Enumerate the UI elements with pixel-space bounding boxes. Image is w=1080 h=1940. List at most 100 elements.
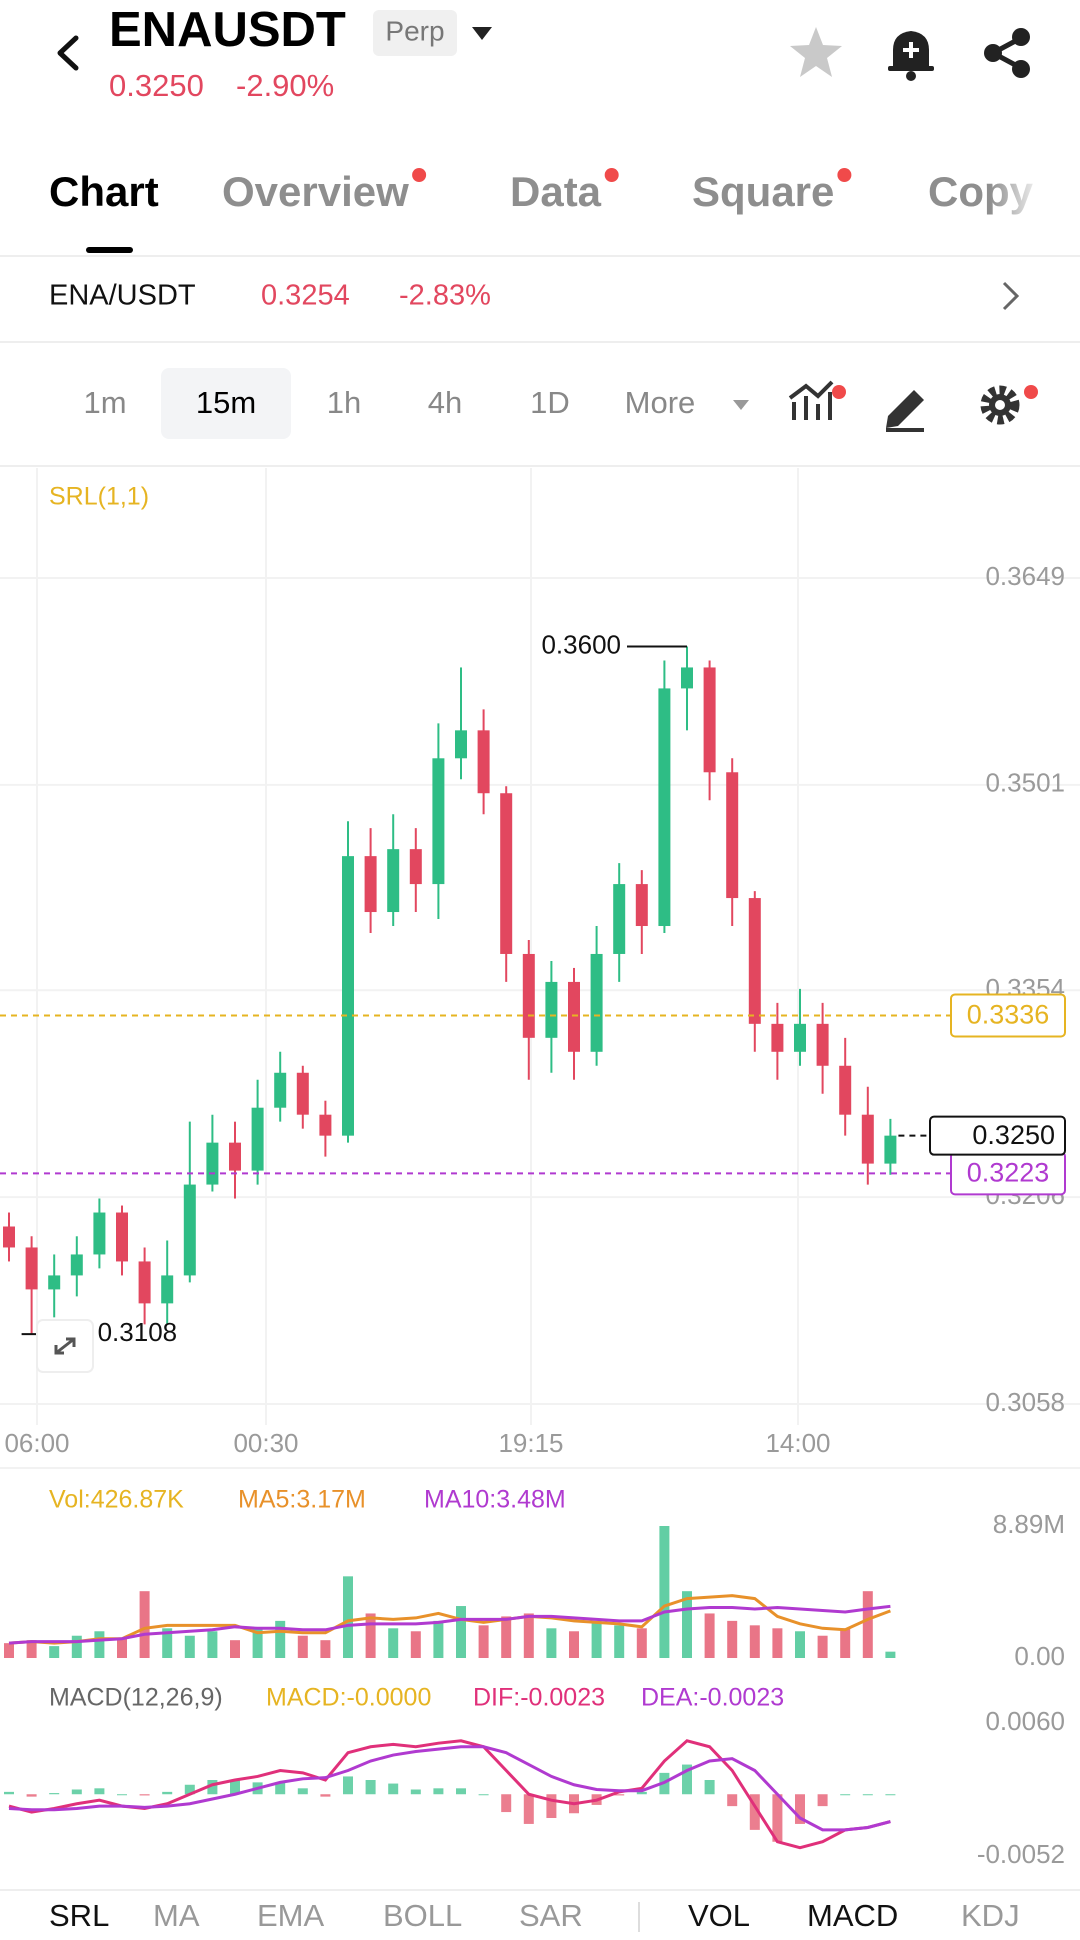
candle-body [251, 1107, 264, 1171]
macd-histogram-bar [862, 1794, 873, 1796]
candle-body [229, 1142, 241, 1171]
candle-body [93, 1212, 106, 1255]
macd-histogram-bar [817, 1794, 828, 1807]
volume-ma10-line [8, 1604, 891, 1645]
favorite-icon[interactable] [790, 27, 842, 77]
candle-body [70, 1254, 83, 1276]
volume-bar [26, 1640, 37, 1658]
candle-body [319, 1114, 332, 1136]
candle-body [477, 730, 490, 794]
alert-icon[interactable] [888, 31, 934, 81]
macd-legend: DEA:-0.0023 [641, 1684, 784, 1712]
macd-histogram-bar [184, 1784, 195, 1795]
back-button[interactable] [57, 35, 79, 71]
tab-label[interactable]: Square [692, 168, 834, 215]
macd-histogram-bar [26, 1794, 37, 1797]
volume-ma5-line [8, 1594, 891, 1645]
low-marker-label: 0.3108 [98, 1317, 178, 1347]
settings-icon[interactable] [980, 385, 1038, 425]
macd-histogram-bar [749, 1794, 760, 1830]
symbol: ENAUSDT [109, 3, 346, 57]
interval-selected [161, 368, 291, 439]
level-label: 0.3223 [967, 1158, 1050, 1188]
candle-body [816, 1023, 829, 1066]
indicator-tab[interactable]: MA [153, 1898, 200, 1933]
level-label: 0.3336 [967, 1000, 1050, 1030]
macd-histogram-bar [297, 1788, 308, 1795]
indicator-tab[interactable]: KDJ [961, 1898, 1020, 1933]
interval-label[interactable]: 1m [83, 385, 126, 420]
volume-bar [49, 1646, 60, 1658]
interval-label[interactable]: 4h [428, 385, 462, 420]
candle-body [3, 1226, 15, 1248]
more-dropdown[interactable] [733, 400, 749, 410]
draw-icon[interactable] [886, 390, 924, 432]
macd-histogram-bar [71, 1789, 82, 1795]
volume-bar [546, 1628, 557, 1658]
volume-bar [139, 1591, 150, 1658]
macd-histogram-bar [410, 1789, 421, 1795]
tab-label[interactable]: Data [510, 168, 602, 215]
volume-bar [862, 1591, 873, 1658]
volume-bar [4, 1643, 14, 1658]
macd-histogram-bar [207, 1780, 218, 1795]
indicator-tab[interactable]: SRL [49, 1898, 109, 1933]
pair-chevron[interactable] [1002, 281, 1020, 311]
volume-bar [297, 1635, 308, 1658]
tab-dot [604, 168, 619, 182]
tab-underline [86, 247, 133, 253]
volume-tick-label: 8.89M [993, 1509, 1065, 1539]
indicator-tab[interactable]: SAR [519, 1898, 583, 1933]
interval-label[interactable]: 1D [530, 385, 570, 420]
macd-histogram-bar [49, 1793, 60, 1795]
candle-body [703, 667, 716, 773]
volume-bar [772, 1628, 783, 1658]
volume-bar [614, 1625, 625, 1658]
volume-bar [456, 1606, 466, 1658]
macd-histogram-bar [795, 1794, 805, 1824]
volume-bar [433, 1620, 444, 1658]
volume-bar [523, 1613, 534, 1658]
candle-body [409, 849, 422, 885]
time-label: 06:00 [4, 1428, 69, 1458]
high-marker-label: 0.3600 [541, 629, 621, 659]
macd-histogram-bar [478, 1794, 489, 1796]
macd-histogram-bar [117, 1794, 127, 1796]
candle-body [25, 1247, 38, 1290]
candle-body [138, 1261, 151, 1304]
volume-bar [184, 1635, 195, 1658]
pair-price: 0.3254 [261, 280, 350, 312]
candle-body [183, 1184, 196, 1276]
indicator-tab[interactable]: EMA [257, 1898, 325, 1933]
interval-label[interactable]: 1h [327, 385, 361, 420]
volume-legend: MA10:3.48M [424, 1486, 566, 1514]
indicator-tab[interactable]: VOL [688, 1898, 750, 1933]
interval-label[interactable]: More [625, 385, 696, 420]
macd-dea-line [8, 1745, 891, 1832]
volume-bar [207, 1631, 218, 1658]
candle-body [613, 884, 626, 954]
indicator-tab[interactable]: BOLL [383, 1898, 462, 1933]
tab-label[interactable]: Chart [49, 168, 159, 215]
share-icon[interactable] [984, 28, 1030, 78]
time-label: 19:15 [498, 1428, 563, 1458]
header-price: 0.3250 [109, 68, 204, 103]
macd-histogram-bar [139, 1794, 150, 1796]
interval-label[interactable]: 15m [196, 385, 256, 420]
indicator-tab[interactable]: MACD [807, 1898, 898, 1933]
last-price-box [929, 1115, 1066, 1156]
indicator-icon[interactable] [788, 380, 846, 420]
tab-dot [837, 168, 852, 182]
header-change: -2.90% [236, 68, 334, 103]
volume-bar [727, 1620, 738, 1658]
contract-badge[interactable] [373, 10, 457, 56]
candle-body [794, 1023, 806, 1052]
candle-body [568, 981, 580, 1052]
volume-bar [636, 1628, 647, 1658]
symbol-dropdown[interactable] [472, 27, 492, 40]
macd-histogram-bar [365, 1780, 376, 1795]
tab-label[interactable]: Overview [222, 168, 409, 215]
expand-button[interactable] [36, 1319, 94, 1373]
macd-histogram-bar [704, 1780, 715, 1795]
volume-bar [117, 1638, 127, 1658]
